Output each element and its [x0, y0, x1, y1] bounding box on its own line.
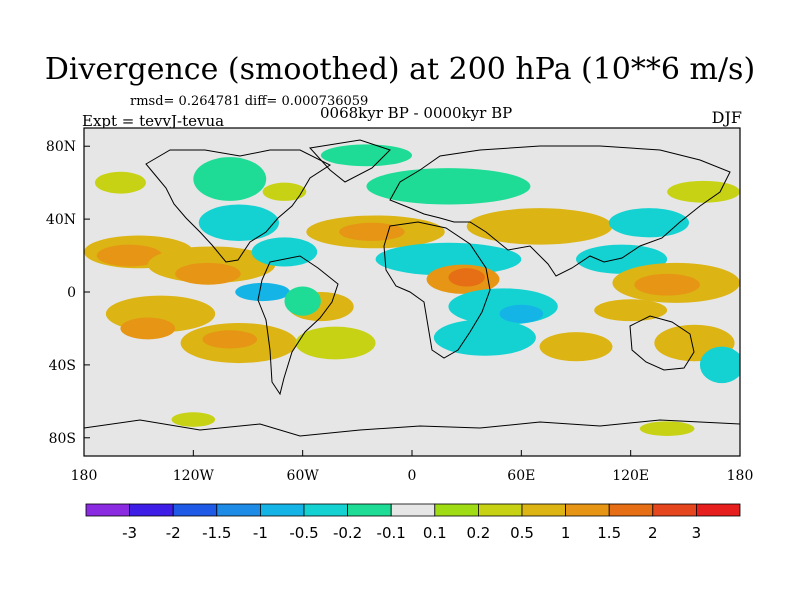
- y-tick-label: 40S: [49, 358, 76, 374]
- colorbar-swatch-8: [434, 503, 479, 517]
- y-tick-label: 0: [67, 285, 76, 301]
- colorbar-swatch-12: [608, 503, 654, 517]
- anomaly-region-26: [539, 332, 613, 362]
- colorbar-label: -0.5: [289, 524, 318, 542]
- colorbar: [85, 503, 741, 517]
- season-label: DJF: [711, 108, 742, 127]
- y-tick-label: 80N: [46, 139, 76, 155]
- anomaly-region-19: [375, 242, 522, 276]
- colorbar-labels: -3 -2 -1.5 -1 -0.5 -0.2 -0.1 0.1 0.2 0.5 1 1.5 2 3: [122, 524, 701, 542]
- x-tick-label: 120E: [612, 468, 649, 484]
- coastlines: [84, 139, 740, 437]
- colorbar-label: -1: [253, 524, 268, 542]
- anomaly-region-3: [175, 262, 241, 285]
- anomaly-region-23: [448, 288, 558, 325]
- anomaly-region-14: [284, 286, 321, 316]
- colorbar-swatch-13: [652, 503, 697, 517]
- anomaly-region-24: [499, 304, 544, 323]
- anomaly-region-37: [171, 412, 216, 427]
- colorbar-label: -3: [122, 524, 137, 542]
- anomaly-region-38: [639, 421, 695, 436]
- coastline-eurasia: [389, 145, 731, 277]
- chart-title: Divergence (smoothed) at 200 hPa (10**6 …: [44, 52, 756, 87]
- anomaly-region-4: [198, 204, 279, 241]
- anomaly-region-33: [699, 346, 740, 384]
- colorbar-swatch-11: [565, 503, 610, 517]
- anomaly-region-30: [608, 208, 689, 238]
- anomaly-region-11: [202, 330, 258, 349]
- x-tick-label: 0: [408, 468, 417, 484]
- colorbar-label: 0.5: [510, 524, 534, 542]
- colorbar-label: -0.1: [377, 524, 406, 542]
- anomaly-region-31: [594, 299, 668, 322]
- anomaly-region-29: [634, 273, 700, 296]
- colorbar-swatch-14: [696, 503, 741, 517]
- y-tick-label: 80S: [49, 431, 76, 447]
- colorbar-label: -1.5: [202, 524, 231, 542]
- x-tick-label: 60E: [507, 468, 535, 484]
- x-tick-label: 180: [71, 468, 98, 484]
- anomaly-region-25: [433, 319, 536, 356]
- anomaly-region-17: [320, 144, 413, 167]
- colorbar-swatch-7: [390, 503, 436, 517]
- colorbar-label: -0.2: [333, 524, 362, 542]
- y-axis: 80N 40N 0 40S 80S: [46, 139, 90, 447]
- colorbar-label: 2: [648, 524, 658, 542]
- anomaly-region-36: [262, 182, 307, 201]
- coastline-south-america: [257, 255, 339, 396]
- coastline-north-america: [145, 149, 332, 263]
- anomaly-region-5: [193, 157, 267, 201]
- period-label: 0068kyr BP - 0000kyr BP: [320, 104, 513, 122]
- anomaly-region-13: [295, 326, 376, 360]
- colorbar-swatch-3: [216, 503, 261, 517]
- anomaly-region-16: [339, 222, 405, 241]
- colorbar-label: 3: [692, 524, 702, 542]
- anomaly-region-21: [448, 268, 485, 287]
- colorbar-swatch-9: [477, 503, 523, 517]
- coastline-antarctica: [84, 419, 740, 437]
- colorbar-swatch-1: [129, 503, 174, 517]
- anomaly-region-22: [466, 208, 613, 245]
- x-tick-label: 60W: [287, 468, 320, 484]
- x-tick-label: 120W: [173, 468, 215, 484]
- anomaly-region-34: [94, 171, 146, 194]
- x-axis: 180 120W 60W 0 60E 120E 180: [71, 450, 754, 484]
- colorbar-swatch-0: [85, 503, 130, 517]
- anomaly-region-35: [667, 180, 740, 203]
- anomaly-region-9: [120, 317, 176, 340]
- anomaly-region-7: [235, 282, 290, 302]
- anomaly-layer: [84, 144, 740, 436]
- experiment-label: Expt = tevvJ-tevua: [82, 112, 225, 130]
- colorbar-label: 1.5: [597, 524, 621, 542]
- coastline-greenland: [309, 139, 391, 183]
- stats-text: rmsd= 0.264781 diff= 0.000736059: [130, 94, 369, 109]
- x-tick-label: 180: [727, 468, 754, 484]
- anomaly-region-1: [96, 244, 163, 267]
- coastline-africa: [383, 221, 491, 359]
- colorbar-swatch-4: [259, 503, 305, 517]
- coastline-australia: [629, 315, 695, 371]
- colorbar-swatch-6: [347, 503, 392, 517]
- colorbar-swatch-10: [521, 503, 566, 517]
- colorbar-label: 0.1: [423, 524, 447, 542]
- anomaly-region-6: [251, 237, 318, 267]
- colorbar-label: 0.2: [466, 524, 490, 542]
- y-tick-label: 40N: [46, 212, 76, 228]
- colorbar-label: 1: [561, 524, 571, 542]
- colorbar-swatch-2: [172, 503, 218, 517]
- colorbar-label: -2: [166, 524, 181, 542]
- colorbar-swatch-5: [303, 503, 348, 517]
